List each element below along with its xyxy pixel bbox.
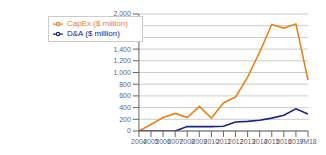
svg-text:0: 0 [127, 127, 131, 134]
svg-text:600: 600 [119, 92, 131, 99]
svg-text:1,800: 1,800 [113, 22, 131, 29]
svg-text:9M18: 9M18 [299, 138, 317, 145]
svg-text:800: 800 [119, 81, 131, 88]
svg-text:1,000: 1,000 [113, 69, 131, 76]
svg-text:2,000: 2,000 [113, 10, 131, 17]
svg-text:1,400: 1,400 [113, 46, 131, 53]
svg-text:400: 400 [119, 104, 131, 111]
svg-text:200: 200 [119, 116, 131, 123]
svg-text:1,600: 1,600 [113, 34, 131, 41]
svg-text:1,200: 1,200 [113, 57, 131, 64]
